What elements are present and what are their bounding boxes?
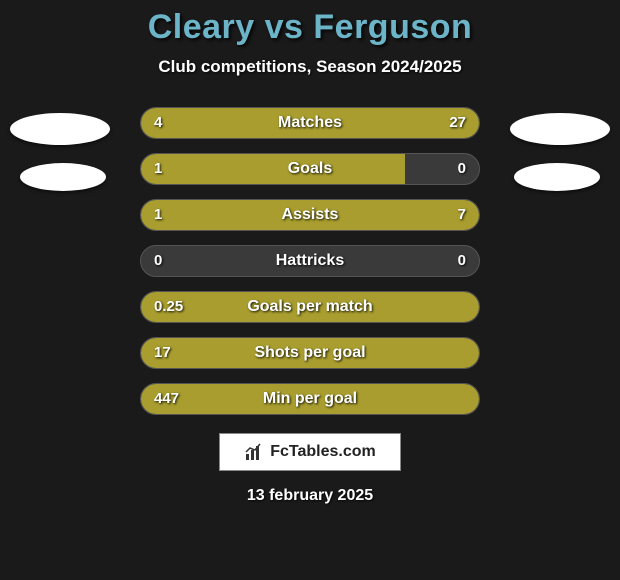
stat-bar-track [140,383,480,415]
player-right-badge-2 [514,163,600,191]
stat-bar-fill-left [141,108,202,138]
stat-row: Min per goal447 [140,383,480,415]
stat-bar-track [140,199,480,231]
stat-bar-fill [141,384,479,414]
brand-badge: FcTables.com [219,433,401,471]
comparison-card: Cleary vs Ferguson Club competitions, Se… [0,0,620,580]
stat-bars-list: Matches427 Goals10 Assists17 Hattricks00 Goa… [0,107,620,415]
footer-date: 13 february 2025 [0,487,620,505]
stat-bar-fill-left [141,154,405,184]
stat-row: Hattricks00 [140,245,480,277]
stat-row: Shots per goal17 [140,337,480,369]
stats-area: Matches427 Goals10 Assists17 Hattricks00 Goa… [0,107,620,415]
stat-bar-fill-right [188,200,479,230]
stat-bar-track [140,337,480,369]
brand-text: FcTables.com [270,443,376,461]
stat-row: Goals per match0.25 [140,291,480,323]
stat-bar-fill-left [141,200,188,230]
stat-row: Assists17 [140,199,480,231]
player-right-badge-1 [510,113,610,145]
stat-bar-track [140,245,480,277]
stat-row: Goals10 [140,153,480,185]
player-left-badge-2 [20,163,106,191]
stat-row: Matches427 [140,107,480,139]
stat-bar-track [140,153,480,185]
stat-bar-track [140,291,480,323]
stat-bar-fill [141,292,479,322]
page-subtitle: Club competitions, Season 2024/2025 [0,57,620,77]
chart-icon [244,442,264,462]
page-title: Cleary vs Ferguson [0,8,620,47]
stat-bar-track [140,107,480,139]
stat-bar-fill [141,338,479,368]
player-left-badge-1 [10,113,110,145]
stat-bar-fill-right [202,108,479,138]
